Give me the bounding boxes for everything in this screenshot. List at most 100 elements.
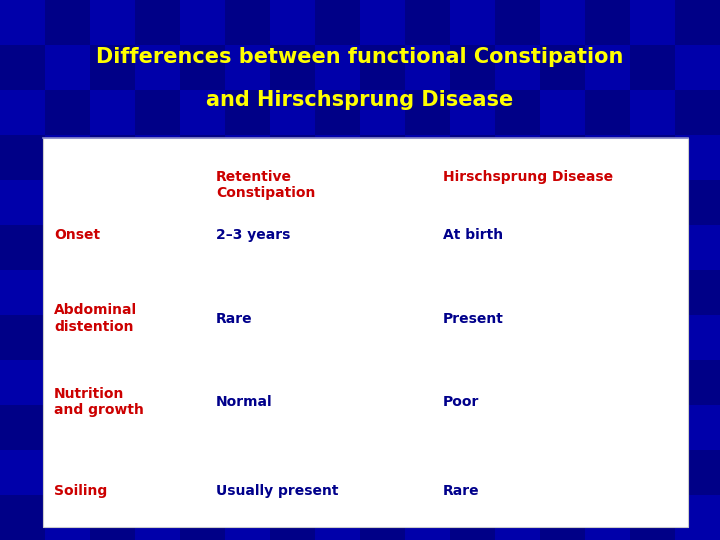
Bar <box>585 90 630 135</box>
Bar <box>90 315 135 360</box>
Bar <box>135 360 180 405</box>
Bar <box>675 270 720 315</box>
Bar <box>450 495 495 540</box>
Bar <box>225 90 270 135</box>
Text: Nutrition
and growth: Nutrition and growth <box>54 387 144 417</box>
Text: Usually present: Usually present <box>216 484 338 498</box>
Text: and Hirschsprung Disease: and Hirschsprung Disease <box>207 90 513 110</box>
Bar <box>90 495 135 540</box>
Bar <box>45 180 90 225</box>
Bar <box>0 315 45 360</box>
Bar <box>630 45 675 90</box>
Bar <box>360 45 405 90</box>
Bar <box>405 180 450 225</box>
Bar <box>225 450 270 495</box>
Bar <box>180 405 225 450</box>
Bar <box>270 405 315 450</box>
Bar <box>135 90 180 135</box>
Bar <box>450 135 495 180</box>
Bar <box>180 495 225 540</box>
Bar <box>315 360 360 405</box>
Bar <box>270 45 315 90</box>
Text: Present: Present <box>443 312 504 326</box>
Bar <box>315 0 360 45</box>
Bar <box>45 450 90 495</box>
Text: Onset: Onset <box>54 228 100 242</box>
Bar <box>675 180 720 225</box>
Bar <box>585 450 630 495</box>
Bar <box>675 450 720 495</box>
Bar <box>450 45 495 90</box>
Bar <box>630 495 675 540</box>
Bar <box>540 225 585 270</box>
Bar <box>675 0 720 45</box>
Bar <box>270 315 315 360</box>
Text: At birth: At birth <box>443 228 503 242</box>
Text: Rare: Rare <box>216 312 253 326</box>
Bar <box>405 360 450 405</box>
Bar <box>270 135 315 180</box>
Bar <box>405 0 450 45</box>
Bar <box>585 180 630 225</box>
Bar <box>495 360 540 405</box>
Bar <box>450 405 495 450</box>
Bar <box>315 450 360 495</box>
Bar <box>450 315 495 360</box>
Bar <box>180 45 225 90</box>
Bar <box>0 135 45 180</box>
Bar <box>315 270 360 315</box>
Bar <box>180 135 225 180</box>
Bar <box>540 315 585 360</box>
Bar <box>45 90 90 135</box>
Bar <box>270 225 315 270</box>
Bar <box>180 225 225 270</box>
Bar <box>630 405 675 450</box>
Bar <box>225 0 270 45</box>
Bar <box>495 180 540 225</box>
Text: Differences between functional Constipation: Differences between functional Constipat… <box>96 46 624 67</box>
Bar <box>90 405 135 450</box>
Bar <box>495 270 540 315</box>
Bar <box>360 315 405 360</box>
Text: Poor: Poor <box>443 395 480 409</box>
Text: Abdominal
distention: Abdominal distention <box>54 303 137 334</box>
Bar <box>315 180 360 225</box>
Bar <box>90 45 135 90</box>
Bar <box>495 0 540 45</box>
Bar <box>630 225 675 270</box>
FancyBboxPatch shape <box>43 138 688 526</box>
Bar <box>135 0 180 45</box>
Bar <box>225 360 270 405</box>
Text: Hirschsprung Disease: Hirschsprung Disease <box>443 170 613 184</box>
Bar <box>135 270 180 315</box>
Bar <box>405 270 450 315</box>
Bar <box>45 0 90 45</box>
Bar <box>90 225 135 270</box>
Text: Rare: Rare <box>443 484 480 498</box>
Text: Retentive
Constipation: Retentive Constipation <box>216 170 315 200</box>
Text: Soiling: Soiling <box>54 484 107 498</box>
Bar <box>540 405 585 450</box>
Bar <box>405 450 450 495</box>
Bar <box>675 360 720 405</box>
Bar <box>630 315 675 360</box>
Bar <box>135 450 180 495</box>
Bar <box>45 270 90 315</box>
Bar <box>585 0 630 45</box>
Bar <box>180 315 225 360</box>
Bar <box>630 135 675 180</box>
Bar <box>405 90 450 135</box>
Bar <box>0 405 45 450</box>
Bar <box>0 495 45 540</box>
Bar <box>450 225 495 270</box>
Bar <box>585 270 630 315</box>
Bar <box>540 45 585 90</box>
Bar <box>270 495 315 540</box>
Bar <box>360 495 405 540</box>
Text: Normal: Normal <box>216 395 273 409</box>
Bar <box>540 135 585 180</box>
Bar <box>225 180 270 225</box>
Bar <box>495 90 540 135</box>
Bar <box>675 90 720 135</box>
Bar <box>225 270 270 315</box>
